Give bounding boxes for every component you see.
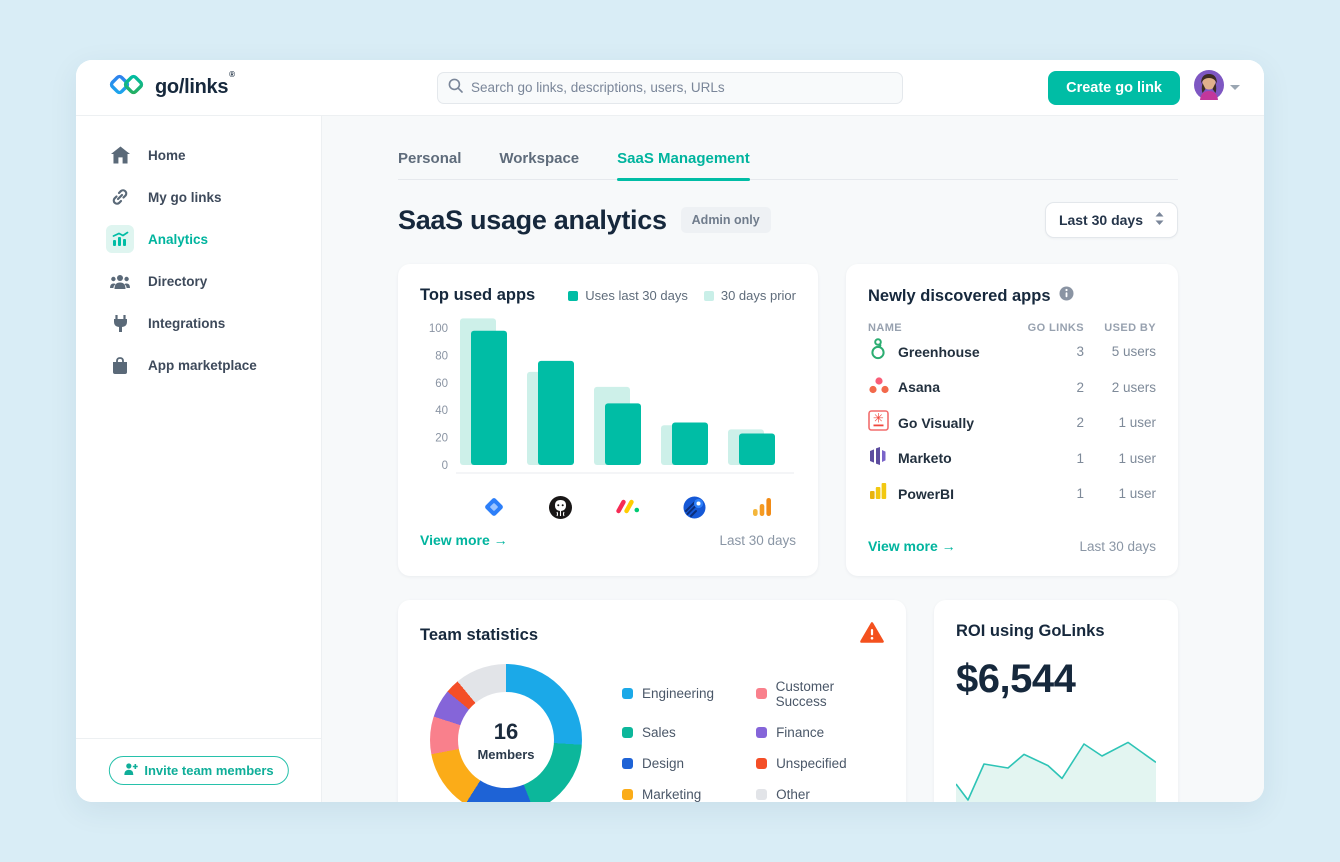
legend-swatch-prior: [703, 290, 714, 301]
sidebar-divider: [76, 738, 321, 739]
warning-icon[interactable]: [860, 622, 884, 648]
top-used-apps-card: Top used apps Uses last 30 days 30 days …: [398, 264, 818, 576]
top-used-apps-title: Top used apps: [420, 286, 536, 304]
go-visually-icon: ✳: [868, 409, 898, 436]
table-row-go-visually[interactable]: ✳ Go Visually 2 1 user: [868, 405, 1156, 441]
roi-card: ROI using GoLinks $6,544: [934, 600, 1178, 802]
github-icon: [527, 492, 594, 522]
search-icon: [448, 78, 463, 98]
svg-text:100: 100: [429, 323, 448, 335]
svg-text:20: 20: [435, 433, 448, 445]
page-title: SaaS usage analytics: [398, 204, 667, 235]
asana-icon: [868, 375, 898, 400]
user-menu[interactable]: [1194, 70, 1240, 105]
sidebar-item-home[interactable]: Home: [76, 134, 321, 176]
discovered-view-more-link[interactable]: View more →: [868, 538, 956, 554]
golinks-logo[interactable]: go/links®: [108, 70, 235, 103]
svg-text:0: 0: [442, 460, 448, 472]
tab-workspace[interactable]: Workspace: [499, 150, 580, 167]
marketo-icon: [868, 446, 898, 471]
select-stepper-icon: [1155, 212, 1164, 228]
svg-text:80: 80: [435, 350, 448, 362]
table-row-greenhouse[interactable]: Greenhouse 3 5 users: [868, 334, 1156, 370]
legend-item-marketing: Marketing: [622, 787, 714, 802]
people-icon: [106, 267, 134, 295]
legend-swatch-current: [568, 290, 579, 301]
table-header: NAME GO LINKS USED BY: [868, 322, 1156, 334]
table-row-asana[interactable]: Asana 2 2 users: [868, 370, 1156, 406]
legend-item-unspecified: Unspecified: [756, 756, 884, 771]
powerbi-icon: [868, 481, 898, 506]
team-legend: Engineering Customer Success Sales Finan…: [622, 679, 884, 802]
roi-title: ROI using GoLinks: [956, 622, 1105, 640]
bag-icon: [106, 351, 134, 379]
plug-icon: [106, 309, 134, 337]
topbar: go/links® Create go link: [76, 60, 1264, 116]
jira-icon: [460, 492, 527, 522]
tab-personal[interactable]: Personal: [398, 150, 462, 167]
member-count: 16: [493, 718, 519, 744]
sidebar-item-directory[interactable]: Directory: [76, 260, 321, 302]
svg-text:✳: ✳: [873, 411, 884, 426]
legend-item-design: Design: [622, 756, 714, 771]
main-content: Personal Workspace SaaS Management SaaS …: [322, 116, 1264, 802]
blue-app-icon: [661, 492, 728, 522]
avatar[interactable]: [1194, 70, 1224, 105]
newly-discovered-title: Newly discovered apps: [868, 286, 1051, 305]
app-window: go/links® Create go link: [76, 60, 1264, 802]
team-statistics-card: Team statistics 16 Members: [398, 600, 906, 802]
legend-item-engineering: Engineering: [622, 679, 714, 709]
logo-text: go/links®: [155, 70, 235, 98]
golinks-logo-icon: [108, 72, 146, 103]
link-icon: [106, 183, 134, 211]
legend-item-finance: Finance: [756, 725, 884, 740]
sidebar: Home My go links Analytics Directory: [76, 116, 322, 802]
table-row-marketo[interactable]: Marketo 1 1 user: [868, 441, 1156, 477]
top-used-apps-bar-chart: 0 20 40 60 80 100: [429, 318, 794, 474]
top-apps-view-more-link[interactable]: View more →: [420, 532, 508, 548]
tab-bar: Personal Workspace SaaS Management: [398, 150, 1178, 181]
admin-only-badge: Admin only: [680, 207, 771, 233]
roi-value: $6,544: [956, 657, 1076, 701]
svg-text:60: 60: [435, 378, 448, 390]
bar-chart-legend: Uses last 30 days 30 days prior: [568, 288, 796, 303]
team-statistics-title: Team statistics: [420, 625, 538, 644]
monday-icon: [594, 492, 661, 522]
chevron-down-icon: [1230, 85, 1240, 90]
global-search[interactable]: [437, 71, 903, 104]
legend-item-other: Other: [756, 787, 884, 802]
home-icon: [106, 141, 134, 169]
greenhouse-icon: [868, 338, 898, 365]
tab-saas-management[interactable]: SaaS Management: [617, 150, 750, 181]
member-count-label: Members: [477, 746, 535, 762]
top-apps-range-label: Last 30 days: [719, 532, 796, 548]
analytics-icon: [106, 225, 134, 253]
roi-sparkline-chart: [955, 741, 1157, 802]
svg-text:40: 40: [435, 405, 448, 417]
table-row-powerbi[interactable]: PowerBI 1 1 user: [868, 476, 1156, 512]
sidebar-item-integrations[interactable]: Integrations: [76, 302, 321, 344]
team-donut-chart: 16 Members: [430, 664, 582, 802]
legend-item-customer-success: Customer Success: [756, 679, 884, 709]
info-icon[interactable]: [1059, 286, 1074, 306]
sidebar-item-app-marketplace[interactable]: App marketplace: [76, 344, 321, 386]
newly-discovered-apps-card: Newly discovered apps NAME GO LINKS USED…: [846, 264, 1178, 576]
google-analytics-icon: [728, 492, 795, 522]
discovered-range-label: Last 30 days: [1079, 538, 1156, 554]
date-range-select[interactable]: Last 30 days: [1044, 202, 1178, 238]
app-icons-row: [420, 492, 796, 522]
person-plus-icon: [123, 763, 138, 778]
search-input[interactable]: [471, 80, 892, 95]
sidebar-item-my-go-links[interactable]: My go links: [76, 176, 321, 218]
legend-item-sales: Sales: [622, 725, 714, 740]
sidebar-item-analytics[interactable]: Analytics: [76, 218, 321, 260]
invite-team-members-button[interactable]: Invite team members: [108, 756, 289, 785]
create-go-link-button[interactable]: Create go link: [1048, 70, 1180, 105]
